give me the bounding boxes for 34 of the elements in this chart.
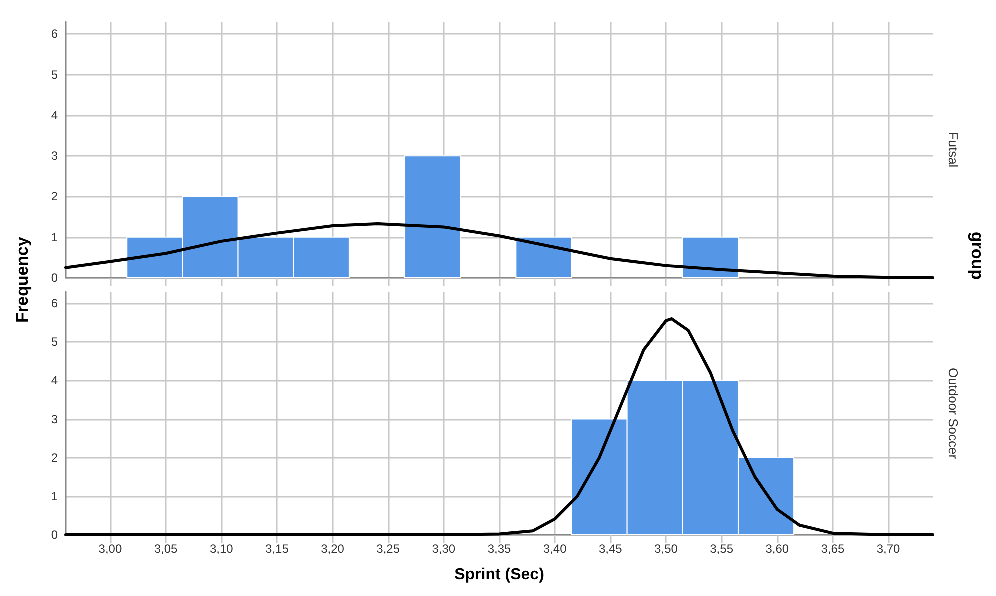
y2-axis-title: Outdoor Soccer [946, 368, 961, 460]
y-tick-label: 3 [51, 412, 58, 426]
x-axis-title: Sprint (Sec) [454, 566, 544, 584]
y-tick-label: 4 [51, 374, 58, 388]
x-tick-label: 3,25 [376, 542, 400, 556]
x-tick-label: 3,35 [488, 542, 512, 556]
x-tick-label: 3,30 [432, 542, 456, 556]
y-tick-label: 0 [51, 271, 58, 285]
x-tick-label: 3,20 [321, 542, 345, 556]
y-tick-label: 2 [51, 450, 58, 465]
y-tick-label: 6 [51, 296, 58, 311]
y-tick-label: 5 [51, 68, 58, 82]
y-tick-label: 1 [51, 489, 58, 504]
x-tick-label: 3,50 [654, 542, 678, 556]
x-tick-label: 3,70 [876, 542, 901, 556]
x-tick-label: 3,05 [154, 542, 178, 556]
y-tick-label: 3 [51, 149, 58, 164]
text: group [968, 232, 987, 280]
x-tick-label: 3,65 [821, 542, 845, 556]
x-tick-label: 3,10 [210, 542, 234, 556]
y-tick-label: 6 [51, 27, 58, 42]
y-tick-label: 5 [51, 335, 58, 350]
x-tick-label: 3,60 [766, 542, 790, 556]
x-tick-label: 3,40 [543, 542, 568, 556]
x-tick-label: 3,00 [98, 542, 122, 556]
y-tick-label: 4 [51, 108, 58, 122]
x-tick-label: 3,15 [266, 542, 290, 556]
x-tick-label: 3,45 [598, 542, 623, 556]
x-tick-label: 3,55 [710, 542, 734, 556]
y-axis-title: Frequency [13, 236, 33, 325]
y-tick-label: 0 [51, 528, 58, 542]
y-tick-label: 2 [51, 190, 58, 204]
y2-axis-title: Futsal [946, 132, 961, 168]
y-tick-label: 1 [51, 230, 58, 244]
